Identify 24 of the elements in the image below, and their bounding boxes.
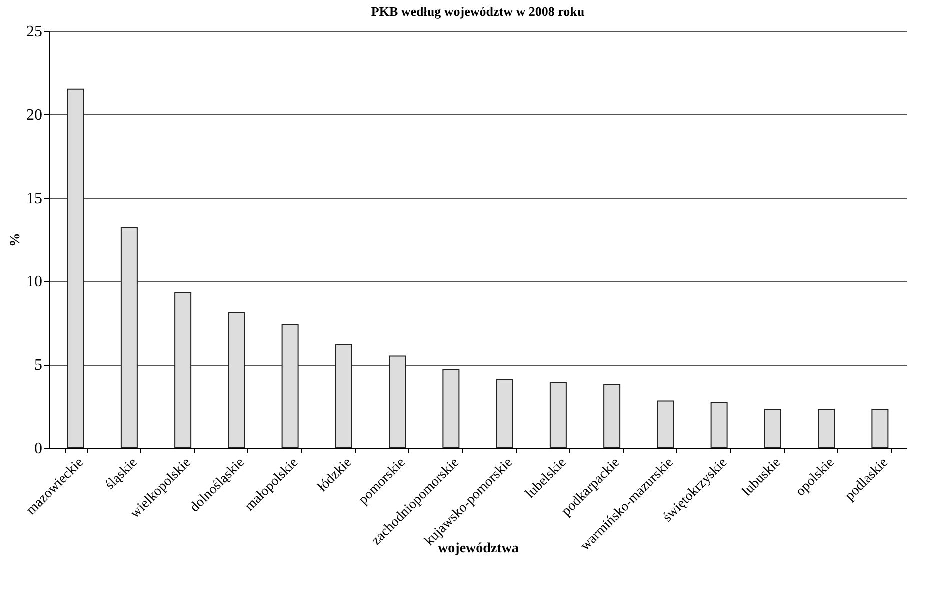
y-tick-label: 25 — [26, 24, 42, 40]
bar — [67, 88, 84, 448]
chart-title: PKB według województw w 2008 roku — [371, 4, 585, 19]
y-axis-title: % — [8, 233, 24, 247]
bar — [228, 312, 246, 448]
bar — [604, 384, 621, 448]
bar — [818, 409, 836, 448]
y-tick-label: 15 — [26, 190, 42, 208]
bar — [872, 409, 889, 448]
bar — [335, 344, 352, 448]
bar — [389, 356, 406, 448]
bar — [120, 227, 138, 448]
bar — [710, 402, 728, 448]
y-tick-label: 20 — [26, 106, 42, 124]
bar — [657, 400, 674, 448]
bar — [764, 409, 782, 448]
bar — [442, 369, 460, 448]
y-tick-label: 0 — [34, 440, 42, 458]
bar — [282, 324, 299, 448]
y-tick-label: 10 — [26, 274, 42, 291]
y-tick-label: 5 — [34, 357, 42, 374]
bar — [550, 382, 567, 448]
bar — [174, 292, 192, 448]
bar — [496, 379, 514, 448]
